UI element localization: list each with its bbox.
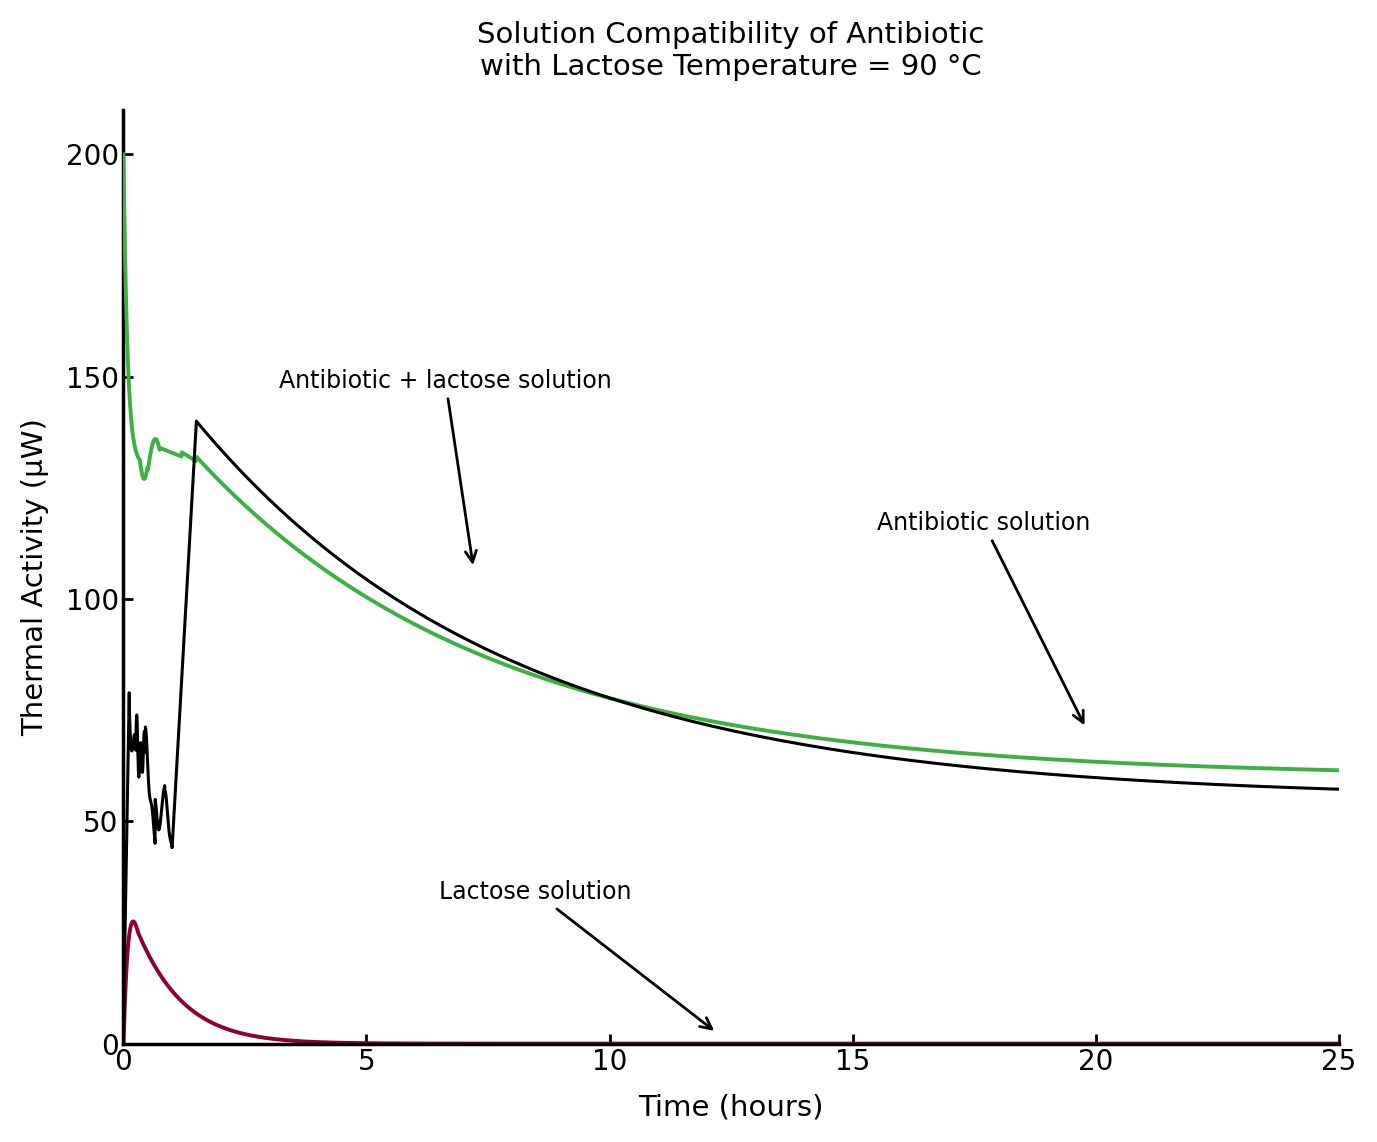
X-axis label: Time (hours): Time (hours) (639, 1093, 823, 1121)
Y-axis label: Thermal Activity (μW): Thermal Activity (μW) (21, 418, 48, 735)
Title: Solution Compatibility of Antibiotic
with Lactose Temperature = 90 °C: Solution Compatibility of Antibiotic wit… (478, 21, 985, 81)
Text: Antibiotic solution: Antibiotic solution (877, 512, 1091, 723)
Text: Lactose solution: Lactose solution (439, 880, 712, 1029)
Text: Antibiotic + lactose solution: Antibiotic + lactose solution (280, 369, 611, 562)
